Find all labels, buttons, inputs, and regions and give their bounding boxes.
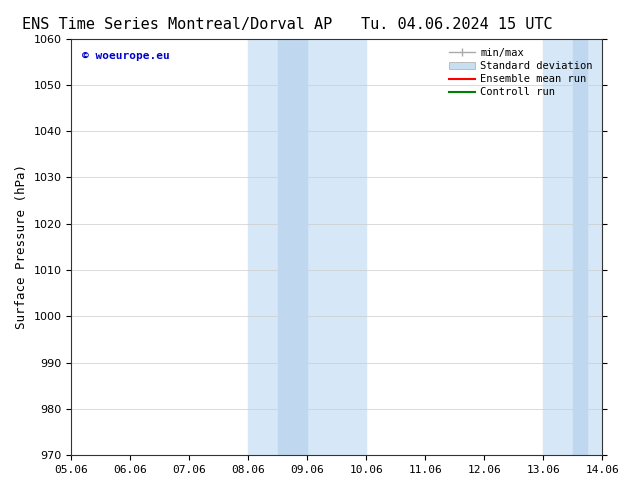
Text: © woeurope.eu: © woeurope.eu (82, 51, 170, 61)
Bar (543, 39, 602, 455)
Legend: min/max, Standard deviation, Ensemble mean run, Controll run: min/max, Standard deviation, Ensemble me… (445, 44, 597, 101)
Text: ENS Time Series Montreal/Dorval AP: ENS Time Series Montreal/Dorval AP (22, 17, 333, 32)
Bar (249, 39, 366, 455)
Text: Tu. 04.06.2024 15 UTC: Tu. 04.06.2024 15 UTC (361, 17, 552, 32)
Bar (278, 39, 307, 455)
Bar (573, 39, 587, 455)
Y-axis label: Surface Pressure (hPa): Surface Pressure (hPa) (15, 165, 28, 329)
